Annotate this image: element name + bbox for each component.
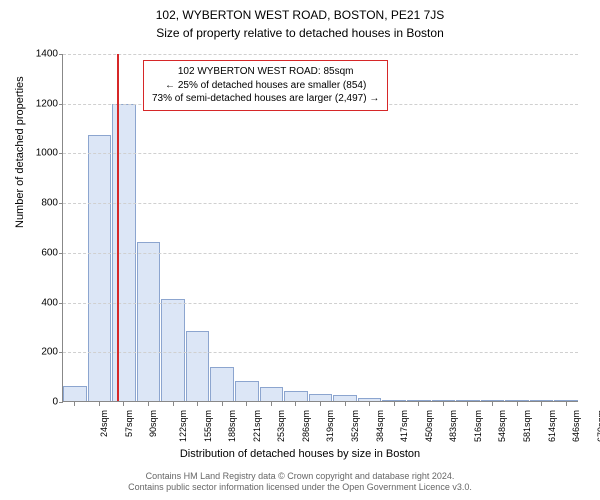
x-tick-mark xyxy=(345,402,346,406)
x-tick-label: 646sqm xyxy=(571,410,581,442)
x-tick-label: 548sqm xyxy=(497,410,507,442)
annotation-line: 73% of semi-detached houses are larger (… xyxy=(152,92,379,106)
x-tick-mark xyxy=(320,402,321,406)
histogram-bar xyxy=(210,367,234,401)
x-tick-label: 188sqm xyxy=(227,410,237,442)
histogram-bar xyxy=(481,400,505,401)
x-tick-mark xyxy=(443,402,444,406)
x-tick-label: 57sqm xyxy=(124,410,134,437)
x-tick-mark xyxy=(418,402,419,406)
annotation-box: 102 WYBERTON WEST ROAD: 85sqm← 25% of de… xyxy=(143,60,388,111)
y-tick-mark xyxy=(59,153,63,154)
histogram-bar xyxy=(358,398,382,401)
x-tick-mark xyxy=(99,402,100,406)
histogram-bar xyxy=(63,386,87,401)
y-tick-label: 1400 xyxy=(36,49,58,60)
grid-line xyxy=(63,352,578,353)
x-tick-label: 614sqm xyxy=(547,410,557,442)
x-tick-mark xyxy=(541,402,542,406)
x-tick-mark xyxy=(271,402,272,406)
histogram-bar xyxy=(505,400,529,401)
y-tick-mark xyxy=(59,303,63,304)
x-tick-mark xyxy=(123,402,124,406)
x-tick-label: 679sqm xyxy=(596,410,600,442)
histogram-bar xyxy=(235,381,259,401)
x-tick-label: 90sqm xyxy=(148,410,158,437)
x-tick-label: 516sqm xyxy=(473,410,483,442)
y-tick-label: 1200 xyxy=(36,98,58,109)
footer-attribution: Contains HM Land Registry data © Crown c… xyxy=(0,471,600,494)
y-tick-mark xyxy=(59,352,63,353)
histogram-bar xyxy=(161,299,185,401)
x-tick-label: 581sqm xyxy=(522,410,532,442)
x-tick-label: 24sqm xyxy=(99,410,109,437)
page-title: 102, WYBERTON WEST ROAD, BOSTON, PE21 7J… xyxy=(0,0,600,22)
x-tick-mark xyxy=(222,402,223,406)
plot-area: 102 WYBERTON WEST ROAD: 85sqm← 25% of de… xyxy=(62,54,578,402)
x-tick-label: 122sqm xyxy=(178,410,188,442)
y-tick-label: 600 xyxy=(41,247,58,258)
x-tick-mark xyxy=(74,402,75,406)
x-tick-mark xyxy=(394,402,395,406)
grid-line xyxy=(63,54,578,55)
x-tick-mark xyxy=(566,402,567,406)
histogram-bar xyxy=(456,400,480,401)
x-tick-label: 352sqm xyxy=(350,410,360,442)
histogram-bar xyxy=(407,400,431,401)
x-tick-label: 253sqm xyxy=(276,410,286,442)
annotation-line: 102 WYBERTON WEST ROAD: 85sqm xyxy=(152,65,379,79)
x-tick-mark xyxy=(173,402,174,406)
x-tick-label: 483sqm xyxy=(448,410,458,442)
histogram-bar xyxy=(186,331,210,401)
grid-line xyxy=(63,153,578,154)
property-marker-line xyxy=(117,54,119,401)
x-tick-mark xyxy=(295,402,296,406)
y-tick-label: 200 xyxy=(41,347,58,358)
histogram-bar xyxy=(530,400,554,401)
grid-line xyxy=(63,253,578,254)
x-tick-label: 319sqm xyxy=(325,410,335,442)
histogram-bar xyxy=(382,400,406,401)
y-tick-label: 400 xyxy=(41,297,58,308)
x-tick-mark xyxy=(492,402,493,406)
x-tick-label: 155sqm xyxy=(203,410,213,442)
y-tick-label: 800 xyxy=(41,198,58,209)
y-tick-label: 1000 xyxy=(36,148,58,159)
annotation-line: ← 25% of detached houses are smaller (85… xyxy=(152,79,379,93)
x-tick-mark xyxy=(369,402,370,406)
histogram-bar xyxy=(260,387,284,401)
x-tick-label: 384sqm xyxy=(375,410,385,442)
y-tick-mark xyxy=(59,203,63,204)
x-tick-mark xyxy=(246,402,247,406)
histogram-bar xyxy=(333,395,357,401)
y-tick-mark xyxy=(59,253,63,254)
histogram-bar xyxy=(432,400,456,401)
histogram-bar xyxy=(554,400,578,401)
y-tick-mark xyxy=(59,402,63,403)
x-tick-label: 221sqm xyxy=(252,410,262,442)
histogram-bar xyxy=(137,242,161,401)
footer-line-1: Contains HM Land Registry data © Crown c… xyxy=(0,471,600,483)
x-tick-mark xyxy=(517,402,518,406)
histogram-bar xyxy=(284,391,308,401)
x-tick-label: 450sqm xyxy=(424,410,434,442)
x-tick-mark xyxy=(197,402,198,406)
page-subtitle: Size of property relative to detached ho… xyxy=(0,22,600,40)
grid-line xyxy=(63,303,578,304)
x-axis-label: Distribution of detached houses by size … xyxy=(0,448,600,460)
x-tick-mark xyxy=(467,402,468,406)
histogram-bar xyxy=(309,394,333,401)
histogram-chart: 102 WYBERTON WEST ROAD: 85sqm← 25% of de… xyxy=(62,54,578,424)
grid-line xyxy=(63,203,578,204)
footer-line-2: Contains public sector information licen… xyxy=(0,482,600,494)
y-tick-mark xyxy=(59,54,63,55)
y-axis-label: Number of detached properties xyxy=(14,76,26,228)
y-tick-mark xyxy=(59,104,63,105)
x-tick-label: 286sqm xyxy=(301,410,311,442)
histogram-bar xyxy=(88,135,112,401)
x-tick-mark xyxy=(148,402,149,406)
x-tick-label: 417sqm xyxy=(399,410,409,442)
y-tick-label: 0 xyxy=(52,397,58,408)
